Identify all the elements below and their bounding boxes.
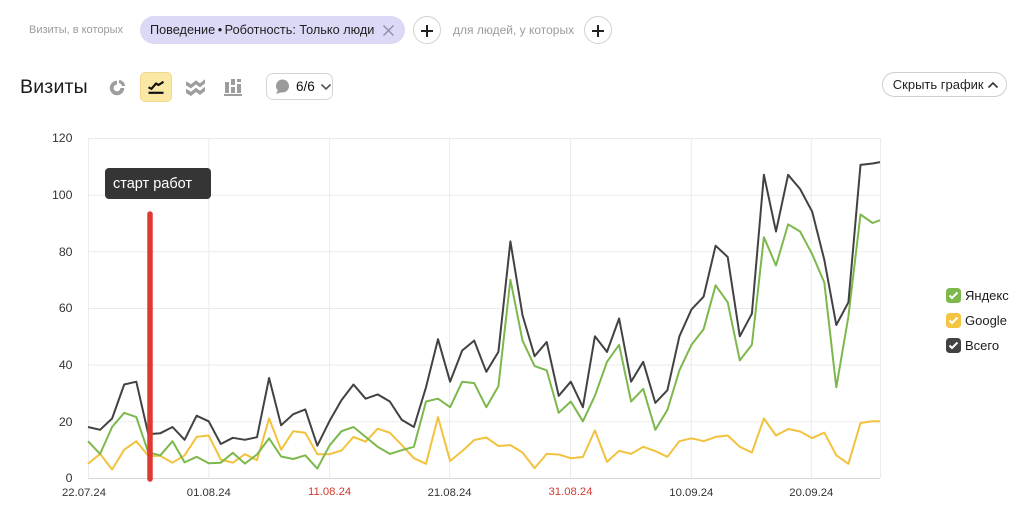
svg-text:31.08.24: 31.08.24 (549, 486, 593, 498)
svg-text:22.07.24: 22.07.24 (62, 487, 106, 499)
svg-text:100: 100 (52, 188, 73, 202)
svg-text:01.08.24: 01.08.24 (187, 487, 231, 499)
svg-text:20.09.24: 20.09.24 (789, 487, 833, 499)
svg-text:0: 0 (66, 471, 73, 485)
svg-text:10.09.24: 10.09.24 (669, 487, 713, 499)
svg-text:120: 120 (52, 131, 73, 145)
svg-text:20: 20 (59, 415, 73, 429)
svg-text:80: 80 (59, 245, 73, 259)
svg-text:40: 40 (59, 358, 73, 372)
svg-text:60: 60 (59, 301, 73, 315)
svg-text:21.08.24: 21.08.24 (428, 487, 472, 499)
svg-text:11.08.24: 11.08.24 (308, 486, 351, 498)
